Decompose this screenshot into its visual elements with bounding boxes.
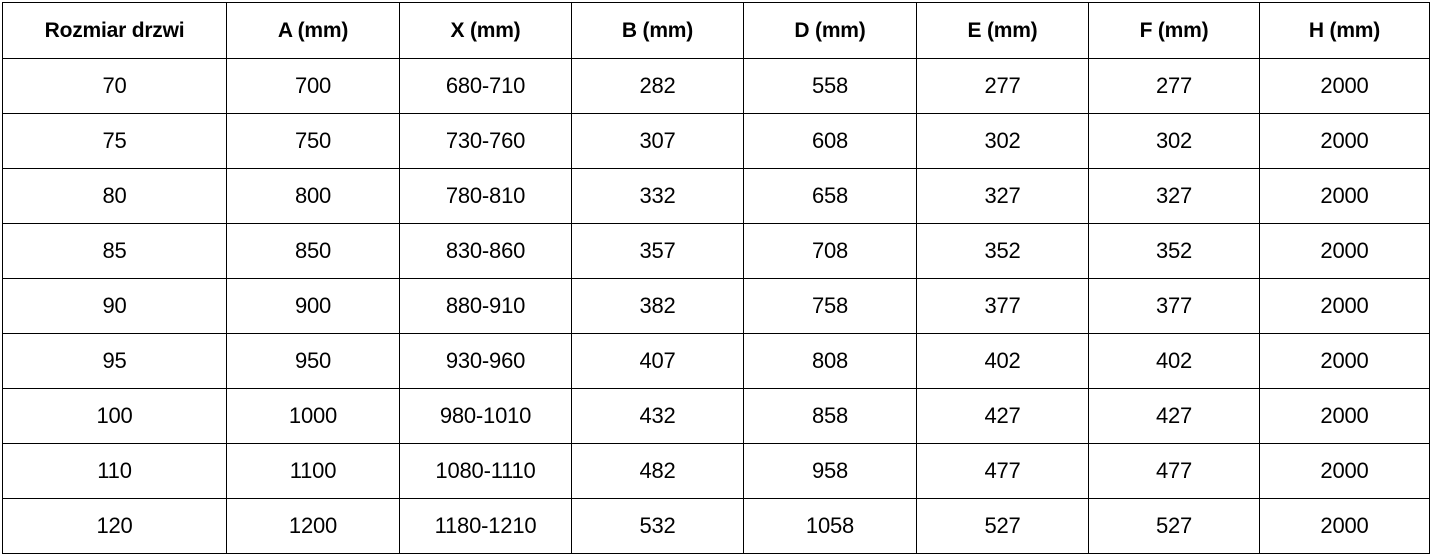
cell-e: 377 — [916, 278, 1089, 334]
cell-d: 808 — [743, 333, 917, 389]
table-row: 120 1200 1180-1210 532 1058 527 527 2000 — [2, 498, 1430, 554]
column-header-rozmiar-drzwi: Rozmiar drzwi — [2, 2, 227, 59]
column-header-b: B (mm) — [571, 2, 744, 59]
cell-f: 427 — [1088, 388, 1260, 444]
column-header-a: A (mm) — [226, 2, 400, 59]
cell-b: 332 — [571, 168, 744, 224]
cell-h: 2000 — [1259, 58, 1430, 114]
table-row: 100 1000 980-1010 432 858 427 427 2000 — [2, 388, 1430, 444]
column-header-f: F (mm) — [1088, 2, 1260, 59]
cell-b: 482 — [571, 443, 744, 499]
cell-rozmiar-drzwi: 90 — [2, 278, 227, 334]
cell-b: 307 — [571, 113, 744, 169]
cell-e: 277 — [916, 58, 1089, 114]
cell-e: 302 — [916, 113, 1089, 169]
table-body: 70 700 680-710 282 558 277 277 2000 75 7… — [2, 58, 1430, 554]
cell-b: 432 — [571, 388, 744, 444]
cell-x: 830-860 — [399, 223, 572, 279]
table-row: 95 950 930-960 407 808 402 402 2000 — [2, 333, 1430, 389]
cell-e: 352 — [916, 223, 1089, 279]
table-row: 80 800 780-810 332 658 327 327 2000 — [2, 168, 1430, 224]
cell-rozmiar-drzwi: 75 — [2, 113, 227, 169]
cell-h: 2000 — [1259, 443, 1430, 499]
cell-f: 352 — [1088, 223, 1260, 279]
cell-f: 527 — [1088, 498, 1260, 554]
cell-b: 357 — [571, 223, 744, 279]
table-row: 70 700 680-710 282 558 277 277 2000 — [2, 58, 1430, 114]
cell-h: 2000 — [1259, 168, 1430, 224]
cell-a: 1000 — [226, 388, 400, 444]
cell-x: 680-710 — [399, 58, 572, 114]
cell-h: 2000 — [1259, 278, 1430, 334]
cell-x: 1180-1210 — [399, 498, 572, 554]
cell-e: 527 — [916, 498, 1089, 554]
cell-rozmiar-drzwi: 110 — [2, 443, 227, 499]
cell-d: 758 — [743, 278, 917, 334]
table-header-row: Rozmiar drzwi A (mm) X (mm) B (mm) D (mm… — [2, 2, 1430, 59]
cell-a: 1200 — [226, 498, 400, 554]
cell-d: 1058 — [743, 498, 917, 554]
cell-e: 327 — [916, 168, 1089, 224]
column-header-e: E (mm) — [916, 2, 1089, 59]
cell-e: 427 — [916, 388, 1089, 444]
cell-d: 708 — [743, 223, 917, 279]
cell-a: 700 — [226, 58, 400, 114]
cell-d: 608 — [743, 113, 917, 169]
cell-f: 477 — [1088, 443, 1260, 499]
cell-a: 950 — [226, 333, 400, 389]
cell-f: 277 — [1088, 58, 1260, 114]
table-row: 110 1100 1080-1110 482 958 477 477 2000 — [2, 443, 1430, 499]
cell-d: 658 — [743, 168, 917, 224]
cell-rozmiar-drzwi: 85 — [2, 223, 227, 279]
cell-d: 958 — [743, 443, 917, 499]
cell-e: 402 — [916, 333, 1089, 389]
cell-h: 2000 — [1259, 333, 1430, 389]
cell-d: 558 — [743, 58, 917, 114]
cell-x: 1080-1110 — [399, 443, 572, 499]
cell-a: 1100 — [226, 443, 400, 499]
cell-rozmiar-drzwi: 95 — [2, 333, 227, 389]
cell-b: 407 — [571, 333, 744, 389]
cell-a: 900 — [226, 278, 400, 334]
column-header-x: X (mm) — [399, 2, 572, 59]
cell-rozmiar-drzwi: 70 — [2, 58, 227, 114]
cell-h: 2000 — [1259, 388, 1430, 444]
cell-h: 2000 — [1259, 223, 1430, 279]
cell-x: 930-960 — [399, 333, 572, 389]
cell-b: 532 — [571, 498, 744, 554]
cell-b: 382 — [571, 278, 744, 334]
cell-a: 800 — [226, 168, 400, 224]
cell-x: 730-760 — [399, 113, 572, 169]
cell-h: 2000 — [1259, 498, 1430, 554]
cell-d: 858 — [743, 388, 917, 444]
table-row: 90 900 880-910 382 758 377 377 2000 — [2, 278, 1430, 334]
cell-x: 980-1010 — [399, 388, 572, 444]
cell-f: 302 — [1088, 113, 1260, 169]
cell-a: 750 — [226, 113, 400, 169]
cell-e: 477 — [916, 443, 1089, 499]
cell-rozmiar-drzwi: 80 — [2, 168, 227, 224]
table-row: 85 850 830-860 357 708 352 352 2000 — [2, 223, 1430, 279]
cell-f: 327 — [1088, 168, 1260, 224]
table-row: 75 750 730-760 307 608 302 302 2000 — [2, 113, 1430, 169]
cell-x: 780-810 — [399, 168, 572, 224]
cell-rozmiar-drzwi: 120 — [2, 498, 227, 554]
cell-b: 282 — [571, 58, 744, 114]
cell-f: 402 — [1088, 333, 1260, 389]
table-header: Rozmiar drzwi A (mm) X (mm) B (mm) D (mm… — [2, 2, 1430, 59]
cell-f: 377 — [1088, 278, 1260, 334]
cell-rozmiar-drzwi: 100 — [2, 388, 227, 444]
cell-h: 2000 — [1259, 113, 1430, 169]
cell-a: 850 — [226, 223, 400, 279]
column-header-h: H (mm) — [1259, 2, 1430, 59]
cell-x: 880-910 — [399, 278, 572, 334]
column-header-d: D (mm) — [743, 2, 917, 59]
